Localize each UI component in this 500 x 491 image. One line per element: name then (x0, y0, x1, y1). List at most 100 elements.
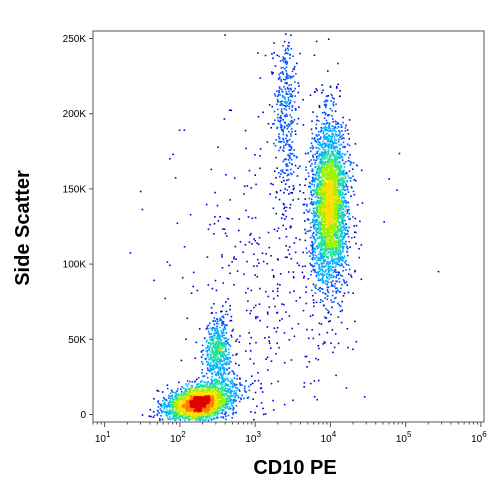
event-point (328, 143, 331, 146)
event-point (316, 201, 319, 203)
event-point (228, 388, 231, 390)
event-point (188, 418, 190, 420)
event-point (172, 406, 174, 408)
event-point (223, 369, 225, 372)
event-point (318, 165, 321, 168)
event-point (190, 400, 193, 403)
event-point (212, 346, 214, 349)
event-point (328, 263, 330, 266)
event-point (196, 407, 199, 409)
event-point (313, 228, 316, 230)
event-point (332, 103, 334, 105)
event-point (341, 176, 344, 179)
event-point (169, 401, 171, 404)
event-point (223, 354, 226, 356)
event-point (225, 349, 227, 352)
event-point (338, 138, 340, 141)
event-point (200, 412, 202, 414)
event-point (320, 222, 322, 225)
event-point (174, 418, 176, 421)
event-point (345, 200, 347, 203)
event-point (195, 407, 198, 410)
event-point (221, 380, 223, 383)
event-point (209, 358, 211, 360)
event-point (233, 400, 235, 403)
event-point (312, 244, 314, 247)
event-point (217, 413, 219, 415)
event-point (223, 363, 225, 365)
event-point (196, 406, 199, 408)
event-point (165, 411, 167, 414)
event-point (315, 287, 317, 290)
event-point (195, 404, 198, 406)
event-point (224, 385, 226, 387)
event-point (209, 365, 211, 368)
event-point (214, 367, 217, 369)
event-point (331, 167, 334, 170)
event-point (332, 125, 335, 128)
event-point (224, 357, 227, 360)
event-point (321, 164, 323, 167)
event-point (190, 396, 192, 398)
event-point (184, 415, 186, 417)
event-point (213, 358, 215, 361)
event-point (322, 239, 325, 242)
event-point (340, 287, 342, 290)
event-point (331, 294, 334, 297)
event-point (340, 243, 342, 246)
event-point (337, 259, 339, 261)
event-point (216, 332, 219, 334)
event-point (321, 211, 323, 214)
event-point (325, 248, 327, 251)
event-point (222, 386, 225, 388)
event-point (319, 290, 321, 292)
event-point (329, 170, 332, 172)
event-point (329, 253, 332, 255)
event-point (180, 397, 183, 400)
event-point (206, 400, 208, 403)
event-point (318, 274, 320, 277)
event-point (220, 405, 223, 408)
event-point (223, 409, 225, 411)
event-point (221, 376, 224, 378)
event-point (238, 389, 240, 391)
event-point (320, 263, 323, 266)
event-point (349, 180, 352, 182)
event-point (176, 413, 179, 415)
event-point (327, 172, 329, 175)
event-point (167, 401, 170, 404)
event-point (220, 394, 223, 397)
event-point (343, 257, 345, 259)
event-point (221, 402, 223, 404)
event-point (338, 250, 340, 252)
event-point (195, 391, 198, 394)
event-point (325, 137, 327, 139)
event-point (320, 180, 322, 182)
event-point (202, 411, 205, 413)
event-point (213, 402, 216, 404)
event-point (344, 282, 347, 284)
event-point (342, 188, 344, 190)
event-point (194, 380, 197, 382)
event-point (316, 152, 318, 154)
event-point (169, 410, 172, 412)
event-point (200, 397, 202, 399)
event-point (213, 413, 215, 416)
event-point (228, 408, 230, 410)
event-point (331, 125, 333, 127)
event-point (203, 408, 205, 410)
event-point (220, 398, 223, 400)
event-point (211, 312, 213, 314)
event-point (213, 355, 216, 358)
event-point (225, 361, 228, 364)
event-point (220, 393, 222, 396)
event-point (185, 396, 188, 398)
event-point (211, 368, 214, 370)
event-point (321, 262, 324, 265)
event-point (330, 137, 333, 140)
event-point (211, 351, 213, 353)
event-point (217, 367, 220, 369)
event-point (214, 336, 217, 339)
event-point (228, 367, 230, 369)
event-point (217, 372, 219, 375)
